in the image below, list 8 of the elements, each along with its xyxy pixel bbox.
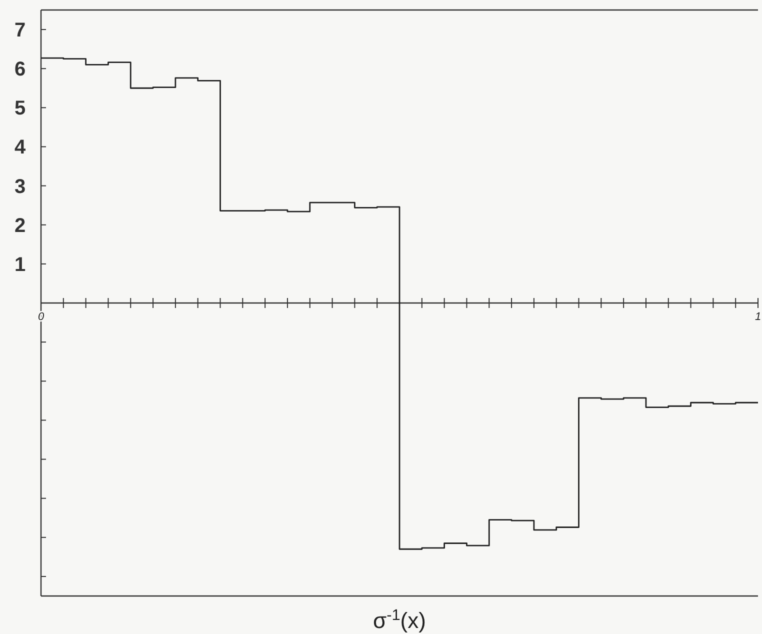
y-tick-label: 6 xyxy=(14,58,26,81)
y-tick-label: 1 xyxy=(14,254,26,276)
y-tick-label: 4 xyxy=(14,136,26,159)
y-tick-label: 7 xyxy=(14,20,26,42)
x-axis-title: σ$^{-1}$(x) xyxy=(373,606,426,633)
y-tick-label: 2 xyxy=(14,214,26,237)
y-tick-label: 5 xyxy=(14,98,26,120)
y-tick-label: 3 xyxy=(14,176,26,198)
